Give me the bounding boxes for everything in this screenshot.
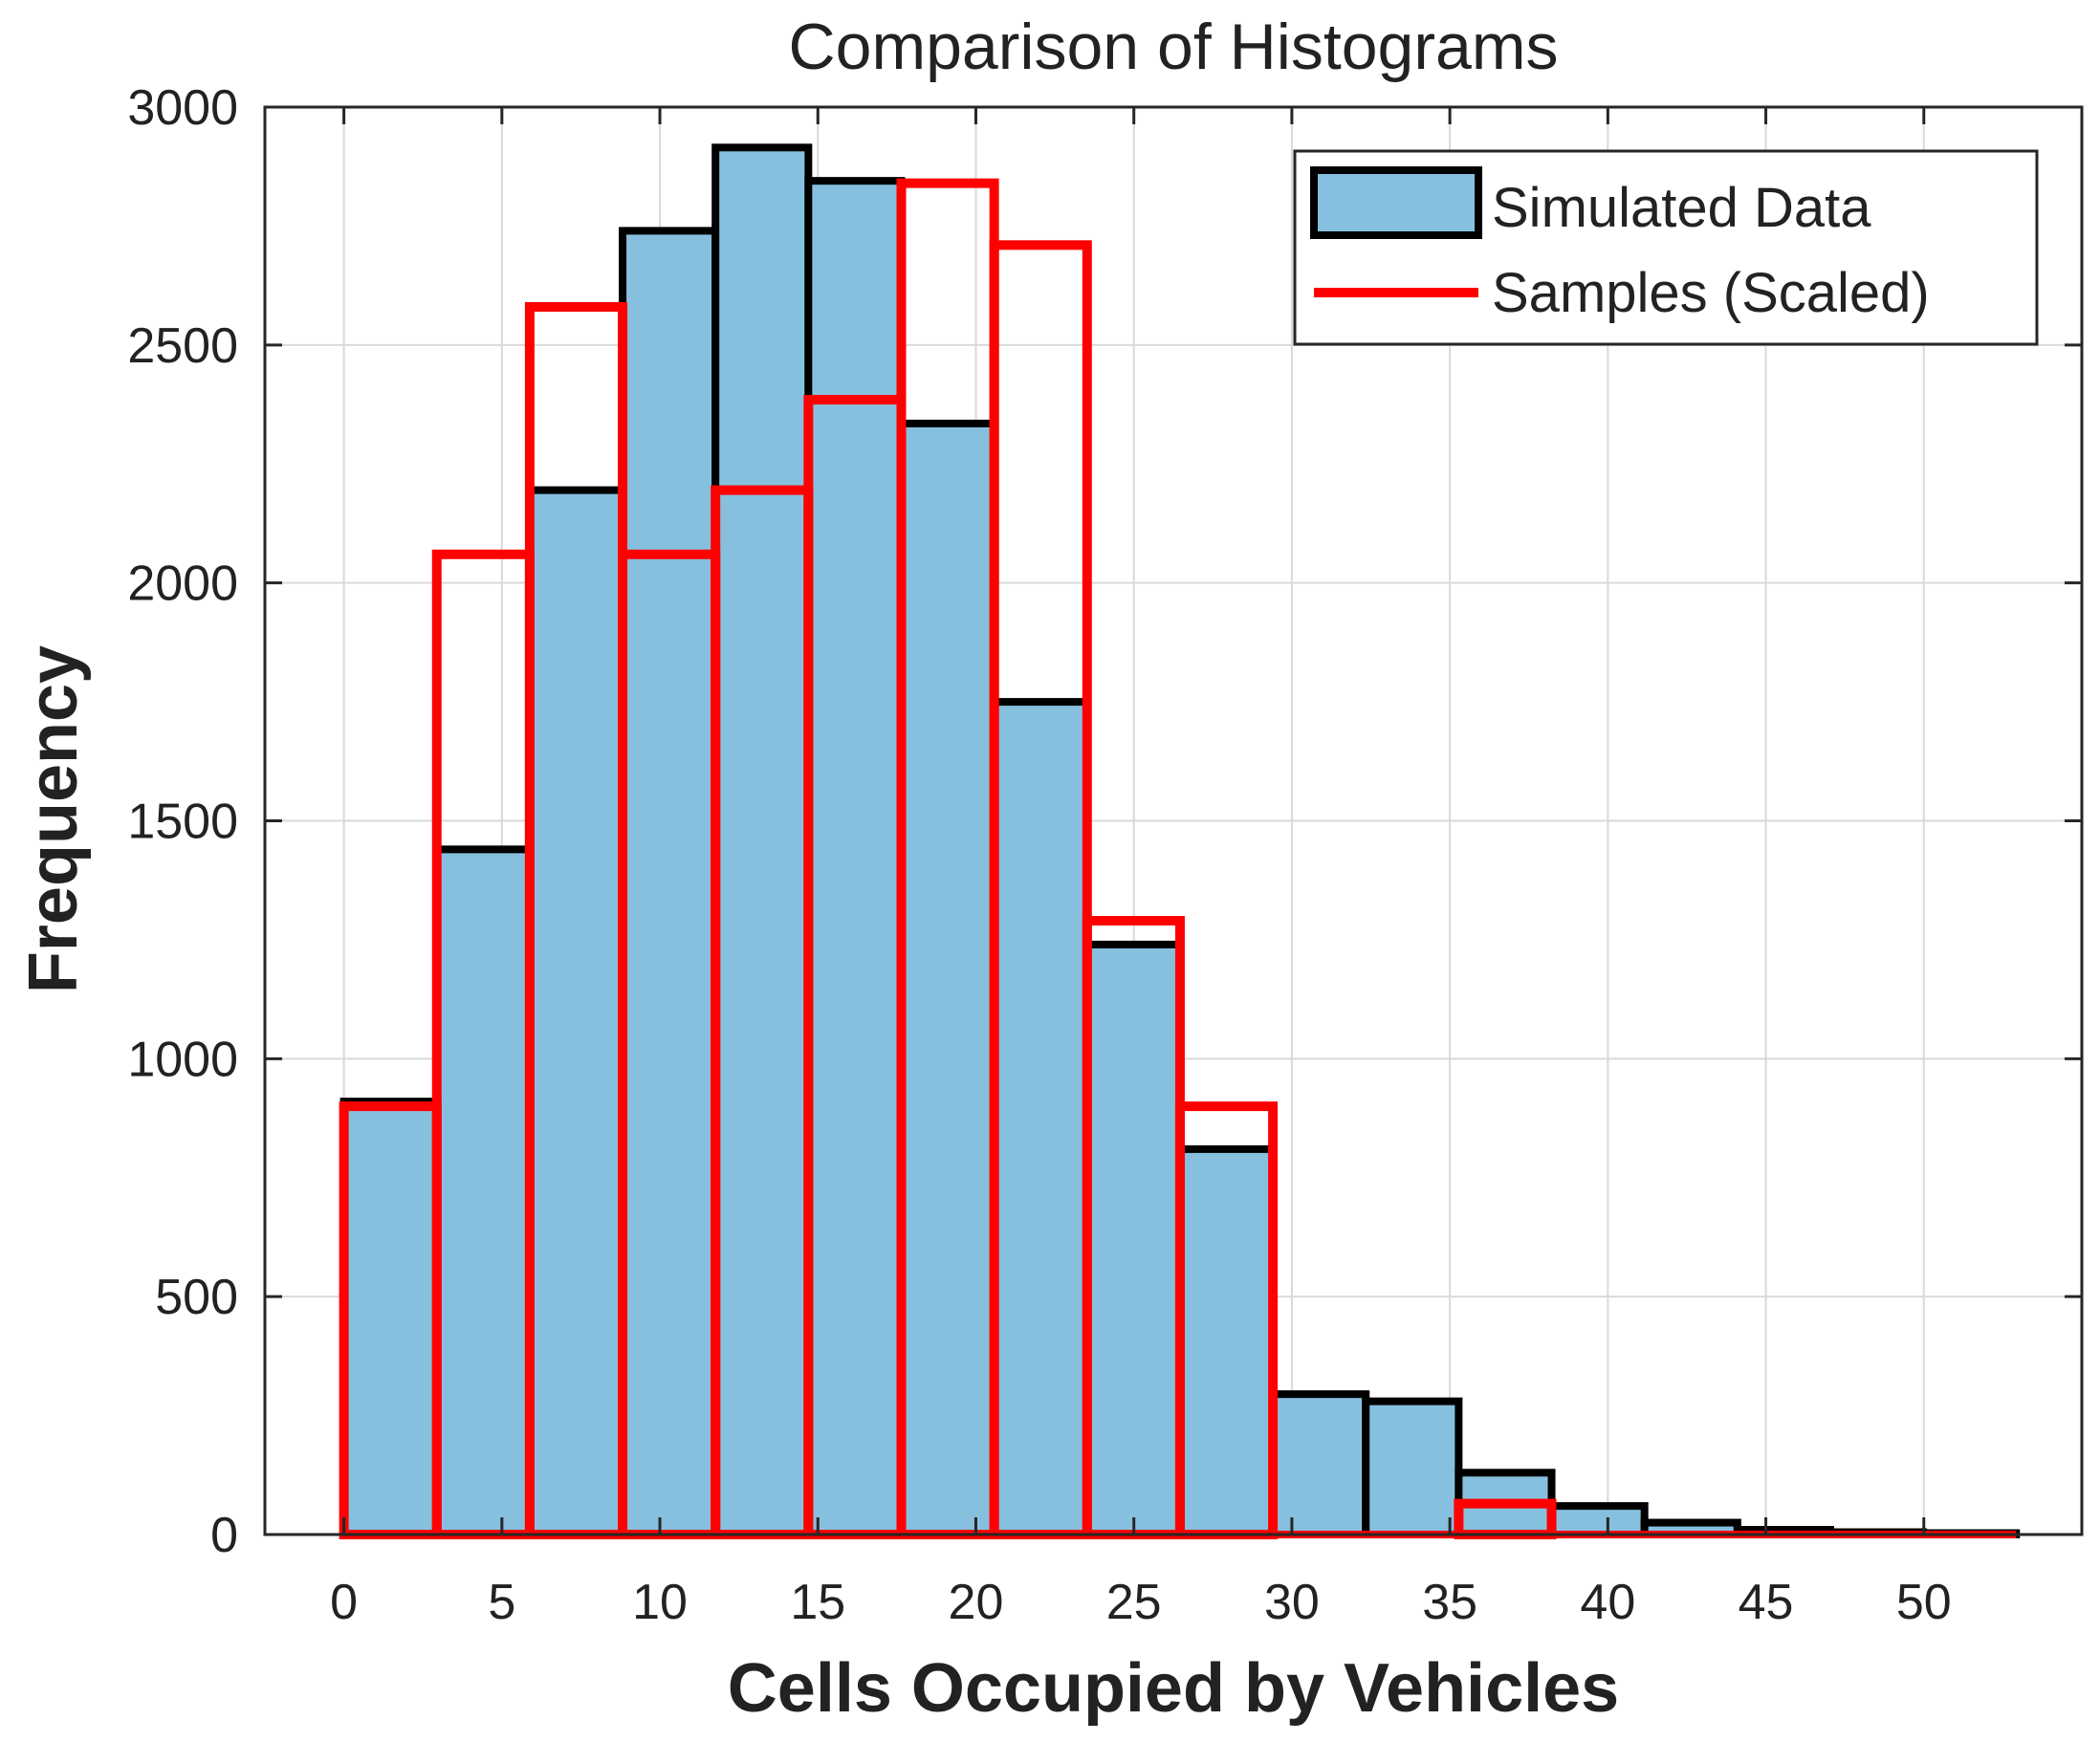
x-tick-label: 45: [1739, 1575, 1794, 1630]
simulated-bar: [432, 845, 534, 1538]
x-tick-label: 40: [1580, 1575, 1635, 1630]
legend: Simulated Data Samples (Scaled): [1293, 149, 2039, 346]
x-tick-label: 25: [1106, 1575, 1162, 1630]
simulated-bar: [711, 143, 813, 1539]
simulated-bar: [1547, 1502, 1649, 1539]
y-tick-label: 0: [210, 1508, 238, 1563]
x-tick-label: 15: [790, 1575, 845, 1630]
y-tick-labels: 0 500 1000 1500 2000 2500 3000: [127, 80, 238, 1563]
x-tick-label: 30: [1264, 1575, 1320, 1630]
x-tick-labels: 0 5 10 15 20 25 30 35 40 45 50: [330, 1575, 1952, 1630]
x-tick-label: 0: [330, 1575, 358, 1630]
x-axis-label: Cells Occupied by Vehicles: [728, 1650, 1619, 1727]
y-tick-label: 1000: [127, 1032, 238, 1087]
simulated-bar: [897, 419, 998, 1538]
legend-label-simulated: Simulated Data: [1492, 177, 1871, 239]
x-tick-label: 5: [488, 1575, 515, 1630]
simulated-bar: [1269, 1390, 1370, 1539]
x-tick-label: 20: [949, 1575, 1004, 1630]
legend-label-samples: Samples (Scaled): [1492, 262, 1930, 324]
simulated-bar: [1362, 1397, 1463, 1538]
simulated-bar: [339, 1098, 441, 1538]
x-tick-label: 50: [1896, 1575, 1952, 1630]
simulated-bar: [1083, 940, 1184, 1538]
axis-ticks: [265, 105, 2082, 1536]
simulated-bar: [804, 177, 906, 1539]
y-tick-label: 2500: [127, 318, 238, 374]
simulated-bar: [619, 227, 720, 1539]
simulated-bar: [525, 486, 627, 1538]
simulated-bar: [990, 698, 1091, 1538]
x-tick-label: 10: [632, 1575, 688, 1630]
y-tick-label: 2000: [127, 556, 238, 612]
y-axis-label: Frequency: [15, 645, 92, 993]
chart-title: Comparison of Histograms: [789, 11, 1559, 83]
y-tick-label: 3000: [127, 80, 238, 136]
legend-swatch-simulated: [1310, 166, 1482, 239]
simulated-bar: [1175, 1144, 1278, 1538]
y-tick-label: 1500: [127, 795, 238, 850]
y-tick-label: 500: [155, 1270, 238, 1325]
x-tick-label: 35: [1422, 1575, 1477, 1630]
